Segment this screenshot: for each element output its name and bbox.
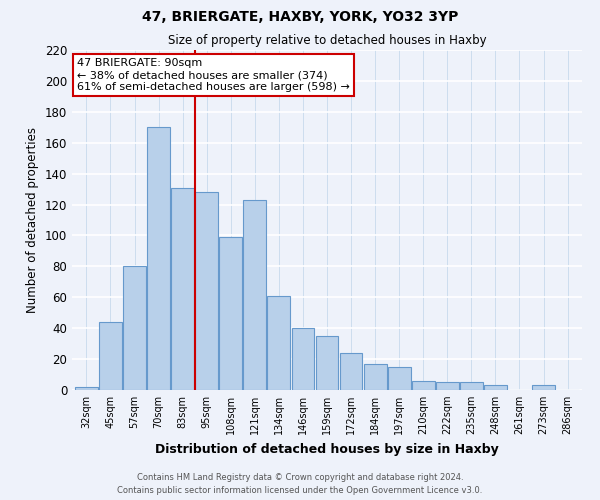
Text: 47, BRIERGATE, HAXBY, YORK, YO32 3YP: 47, BRIERGATE, HAXBY, YORK, YO32 3YP bbox=[142, 10, 458, 24]
Bar bbox=[292, 328, 314, 390]
Text: Contains HM Land Registry data © Crown copyright and database right 2024.
Contai: Contains HM Land Registry data © Crown c… bbox=[118, 474, 482, 495]
Bar bbox=[316, 336, 338, 390]
Bar bbox=[364, 364, 386, 390]
Bar bbox=[123, 266, 146, 390]
Y-axis label: Number of detached properties: Number of detached properties bbox=[26, 127, 39, 313]
Bar bbox=[220, 237, 242, 390]
Bar bbox=[532, 386, 555, 390]
Bar bbox=[147, 128, 170, 390]
Bar bbox=[460, 382, 483, 390]
Bar bbox=[75, 387, 98, 390]
Bar bbox=[171, 188, 194, 390]
Bar bbox=[484, 386, 507, 390]
Bar bbox=[340, 353, 362, 390]
Bar bbox=[412, 380, 434, 390]
Bar bbox=[268, 296, 290, 390]
Title: Size of property relative to detached houses in Haxby: Size of property relative to detached ho… bbox=[167, 34, 487, 48]
Bar bbox=[436, 382, 459, 390]
Bar bbox=[195, 192, 218, 390]
Bar bbox=[388, 367, 410, 390]
Bar bbox=[99, 322, 122, 390]
X-axis label: Distribution of detached houses by size in Haxby: Distribution of detached houses by size … bbox=[155, 442, 499, 456]
Text: 47 BRIERGATE: 90sqm
← 38% of detached houses are smaller (374)
61% of semi-detac: 47 BRIERGATE: 90sqm ← 38% of detached ho… bbox=[77, 58, 350, 92]
Bar bbox=[244, 200, 266, 390]
